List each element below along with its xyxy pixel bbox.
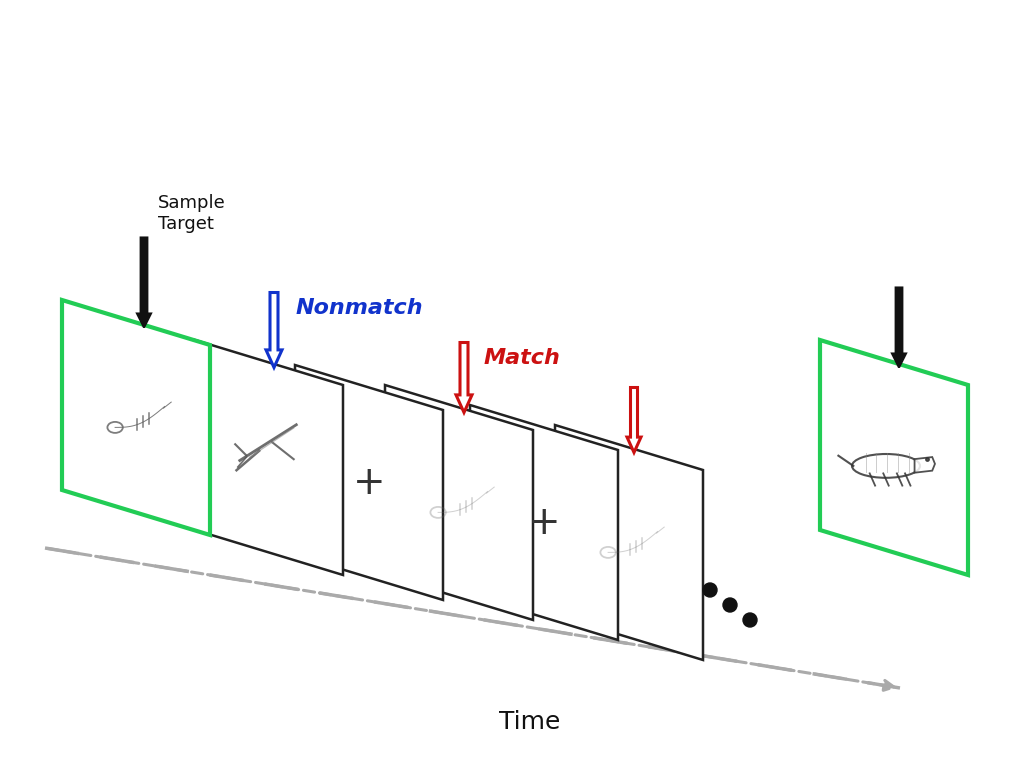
Text: Time: Time: [499, 710, 560, 734]
Text: Sample
Target: Sample Target: [158, 194, 225, 233]
Polygon shape: [195, 340, 342, 575]
Polygon shape: [384, 385, 533, 620]
Polygon shape: [554, 425, 702, 660]
Text: +: +: [527, 503, 559, 542]
Polygon shape: [470, 405, 618, 640]
Circle shape: [722, 598, 737, 612]
Circle shape: [702, 583, 716, 597]
Polygon shape: [914, 457, 934, 473]
FancyArrow shape: [137, 237, 151, 327]
FancyArrow shape: [627, 388, 640, 453]
Circle shape: [742, 613, 756, 627]
FancyArrow shape: [892, 288, 905, 367]
Text: +: +: [353, 464, 385, 502]
FancyArrow shape: [266, 292, 281, 367]
FancyArrow shape: [455, 343, 472, 412]
Polygon shape: [294, 365, 442, 600]
Text: Match: Match: [484, 347, 560, 367]
Polygon shape: [62, 300, 210, 535]
Text: Nonmatch: Nonmatch: [296, 298, 423, 317]
Polygon shape: [819, 340, 967, 575]
